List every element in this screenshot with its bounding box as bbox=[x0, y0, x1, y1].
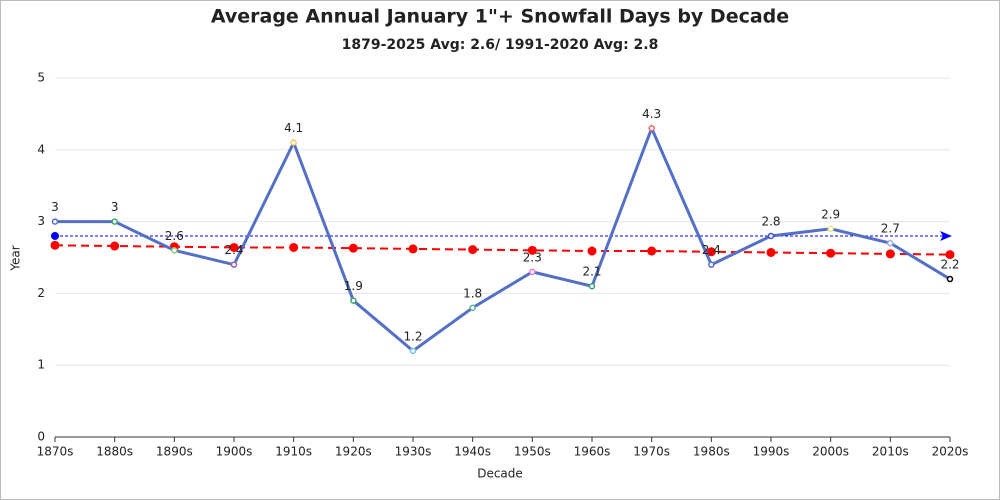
y-tick-label: 0 bbox=[37, 430, 45, 444]
trend-line bbox=[54, 244, 951, 256]
data-point bbox=[290, 139, 297, 146]
y-tick-label: 2 bbox=[37, 286, 45, 300]
trend-point bbox=[766, 247, 776, 257]
data-label: 2.9 bbox=[821, 207, 840, 221]
data-label: 2.7 bbox=[881, 222, 900, 236]
trend-point bbox=[50, 240, 60, 250]
data-point bbox=[469, 304, 476, 312]
trend-point bbox=[527, 245, 537, 255]
x-tick-label: 2000s bbox=[812, 445, 849, 459]
trend-point bbox=[945, 250, 955, 260]
trend-point bbox=[289, 242, 299, 252]
data-point bbox=[708, 261, 715, 268]
trend-point bbox=[468, 245, 478, 255]
trend-point bbox=[885, 249, 895, 259]
data-point bbox=[350, 297, 357, 304]
x-tick-label: 2010s bbox=[872, 445, 909, 459]
x-tick-label: 1990s bbox=[753, 445, 790, 459]
data-label: 1.9 bbox=[344, 279, 363, 293]
chart-subtitle: 1879-2025 Avg: 2.6/ 1991-2020 Avg: 2.8 bbox=[342, 37, 659, 53]
data-label: 2.8 bbox=[761, 214, 780, 228]
y-tick-label: 5 bbox=[37, 71, 45, 85]
data-point bbox=[767, 232, 775, 240]
x-tick-label: 1970s bbox=[633, 445, 670, 459]
trend-point bbox=[826, 248, 836, 258]
x-tick-label: 1900s bbox=[216, 445, 253, 459]
x-tick-label: 1870s bbox=[37, 445, 74, 459]
trend-point bbox=[647, 246, 657, 256]
data-label: 1.8 bbox=[463, 286, 482, 300]
x-tick-label: 1960s bbox=[574, 445, 611, 459]
data-point bbox=[230, 261, 238, 268]
trend-point bbox=[229, 242, 239, 252]
y-tick-label: 3 bbox=[37, 214, 45, 228]
x-tick-label: 1890s bbox=[156, 445, 193, 459]
trend-point bbox=[587, 246, 597, 256]
data-label: 2.6 bbox=[165, 229, 184, 243]
reference-start bbox=[51, 231, 59, 240]
x-tick-label: 1930s bbox=[395, 445, 432, 459]
x-tick-label: 2020s bbox=[932, 445, 969, 459]
y-tick-label: 4 bbox=[37, 142, 45, 156]
y-axis-label: Year bbox=[9, 245, 23, 271]
data-label: 3 bbox=[111, 200, 119, 214]
data-label: 2.1 bbox=[582, 265, 601, 279]
data-point bbox=[588, 282, 596, 290]
x-tick-label: 1940s bbox=[454, 445, 491, 459]
data-point bbox=[648, 125, 655, 132]
data-label: 4.1 bbox=[284, 121, 303, 135]
data-point bbox=[946, 275, 954, 283]
data-label: 2.4 bbox=[224, 243, 243, 257]
data-point bbox=[111, 218, 118, 225]
data-label: 4.3 bbox=[642, 107, 661, 121]
x-tick-label: 1920s bbox=[335, 445, 372, 459]
x-tick-label: 1980s bbox=[693, 445, 730, 459]
data-label: 2.3 bbox=[523, 250, 542, 264]
y-tick-label: 1 bbox=[37, 358, 45, 372]
data-label: 2.4 bbox=[702, 243, 721, 257]
data-label: 1.2 bbox=[403, 329, 422, 343]
trend-point bbox=[408, 244, 418, 254]
trend-point bbox=[706, 247, 716, 257]
trend-point bbox=[348, 243, 358, 253]
x-tick-label: 1950s bbox=[514, 445, 551, 459]
data-point bbox=[409, 347, 417, 355]
chart-title: Average Annual January 1"+ Snowfall Days… bbox=[211, 6, 789, 28]
data-line bbox=[55, 124, 951, 353]
x-axis-label: Decade bbox=[477, 467, 523, 481]
data-point bbox=[887, 239, 894, 247]
data-point bbox=[51, 218, 59, 225]
x-tick-label: 1910s bbox=[275, 445, 312, 459]
data-label: 2.2 bbox=[940, 258, 959, 272]
data-point bbox=[529, 268, 536, 276]
data-label: 3 bbox=[51, 200, 59, 214]
x-tick-label: 1880s bbox=[96, 445, 133, 459]
trend-point bbox=[110, 241, 120, 251]
data-point bbox=[171, 247, 178, 254]
data-point bbox=[827, 225, 834, 233]
